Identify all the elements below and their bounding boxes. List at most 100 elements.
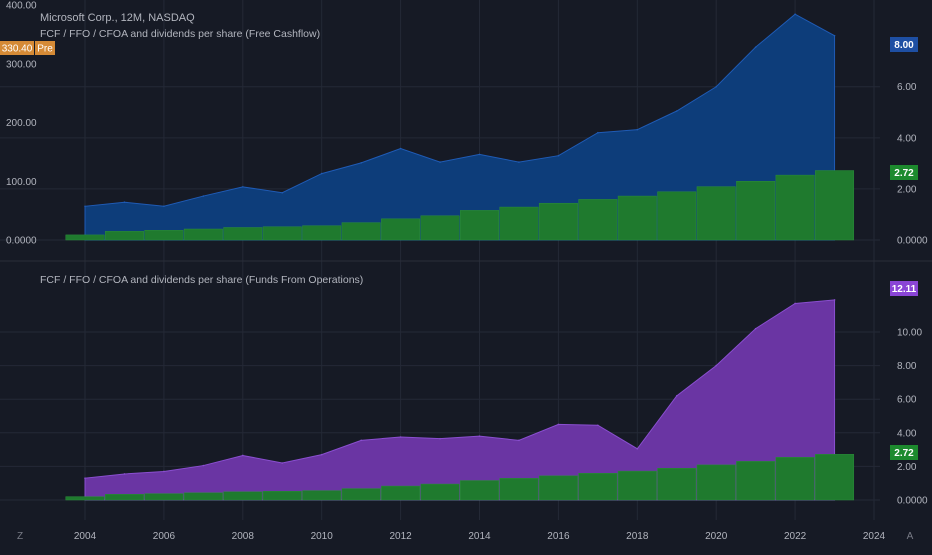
dividend-bar [144,230,184,241]
chart-marks [65,13,855,501]
right-axis-tick-label: 2.00 [897,184,917,195]
right-axis-tick-label: 8.00 [897,361,917,372]
left-axis-tick-label: 300.00 [6,59,37,70]
dividend-bar [617,195,657,241]
fcf-point [281,191,284,194]
dividend-bar [617,470,657,501]
x-axis-tick-label: 2004 [74,531,97,542]
x-axis-tick-label: 2022 [784,531,807,542]
dividend-bar [420,483,460,501]
left-axis-tick-label: 0.0000 [6,236,37,247]
x-axis-tick-label: 2024 [863,531,886,542]
dividend-bar [381,485,421,501]
dividend-bar [183,492,223,501]
dividend-bar [815,454,855,501]
price-tag [0,41,34,55]
right-axis-tick-label: 4.00 [897,133,917,144]
left-axis-tick-label: 100.00 [6,177,37,188]
ffo-last-value-tag [890,281,918,296]
dividend-bar [499,206,539,241]
left-axis-tick-label: 400.00 [6,1,37,12]
div2-last-value: 2.72 [894,448,914,459]
dividend-bar [302,225,342,241]
auto-scale-icon[interactable]: A [907,531,914,542]
ffo-point [715,364,717,367]
fcf-point [833,34,836,37]
pre-market-badge[interactable] [35,41,55,55]
fcf-point [399,147,402,150]
fcf-point [715,85,717,88]
div2-last-value-tag [890,445,918,460]
pane1-title: FCF / FFO / CFOA and dividends per share… [40,28,320,40]
ffo-point [163,470,165,473]
symbol-title: Microsoft Corp., 12M, NASDAQ [40,12,195,24]
dividend-bar [262,491,302,501]
dividend-bar [499,478,539,501]
ffo-point [518,439,520,442]
dividend-bar [775,174,815,241]
right-axis-tick-label: 10.00 [897,328,922,339]
right-axis-tick-label: 6.00 [897,395,917,406]
right-axis-tick-label: 0.0000 [897,496,928,507]
dividend-bar [302,490,342,501]
dividend-bar [104,231,144,241]
ffo-point [597,424,599,427]
fcf-point [478,153,481,156]
dividend-bar [460,480,499,501]
fcf-point [242,186,244,188]
right-axis-tick-label: 4.00 [897,428,917,439]
fcf-point [597,131,599,134]
dividend-bar [736,181,776,241]
dividend-bar [262,226,302,241]
ffo-last-value: 12.11 [892,284,917,295]
dividend-bar [538,202,578,241]
dividend-bar [144,493,184,501]
fcf-point [163,205,165,208]
x-axis-tick-label: 2008 [232,531,255,542]
dividend-bar [104,494,144,501]
fcf-point [557,154,560,157]
dividend-bar [815,170,855,241]
dividend-bar [538,475,578,501]
fcf-point [439,161,441,163]
ffo-point [636,447,639,450]
x-axis-tick-label: 2018 [626,531,649,542]
x-axis-tick-label: 2016 [547,531,570,542]
ffo-point [202,464,205,467]
x-axis-tick-label: 2006 [153,531,176,542]
div1-last-value: 2.72 [894,168,914,179]
x-axis-tick-label: 2012 [389,531,412,542]
x-axis-tick-label: 2010 [311,531,334,542]
dividend-bar [381,218,421,241]
ffo-point [123,473,126,475]
dividend-bar [341,488,381,501]
right-axis-tick-label: 6.00 [897,82,917,93]
dividend-bar [460,210,499,241]
x-axis-tick-label: 2014 [468,531,491,542]
pane2-title: FCF / FFO / CFOA and dividends per share… [40,274,363,286]
ffo-point [320,453,323,456]
ffo-point [557,423,560,426]
fcf-last-value: 8.00 [894,40,914,51]
dividend-bar [65,496,105,501]
dividend-bar [696,464,736,501]
ffo-point [399,436,402,438]
dividend-bar [696,186,736,241]
ffo-point [833,299,836,301]
fcf-point [84,205,86,208]
dividend-bar [420,215,460,241]
timezone-icon[interactable]: Z [17,531,23,542]
pre-market-label: Pre [37,44,53,55]
fcf-point [123,201,126,203]
ffo-point [478,435,481,437]
fcf-point [794,13,796,15]
ffo-point [281,462,284,464]
fcf-point [636,128,639,131]
ffo-point [84,477,86,479]
ffo-point [794,302,796,305]
ffo-point [754,327,757,330]
dividend-bar [578,199,618,241]
fcf-last-value-tag [890,37,918,52]
